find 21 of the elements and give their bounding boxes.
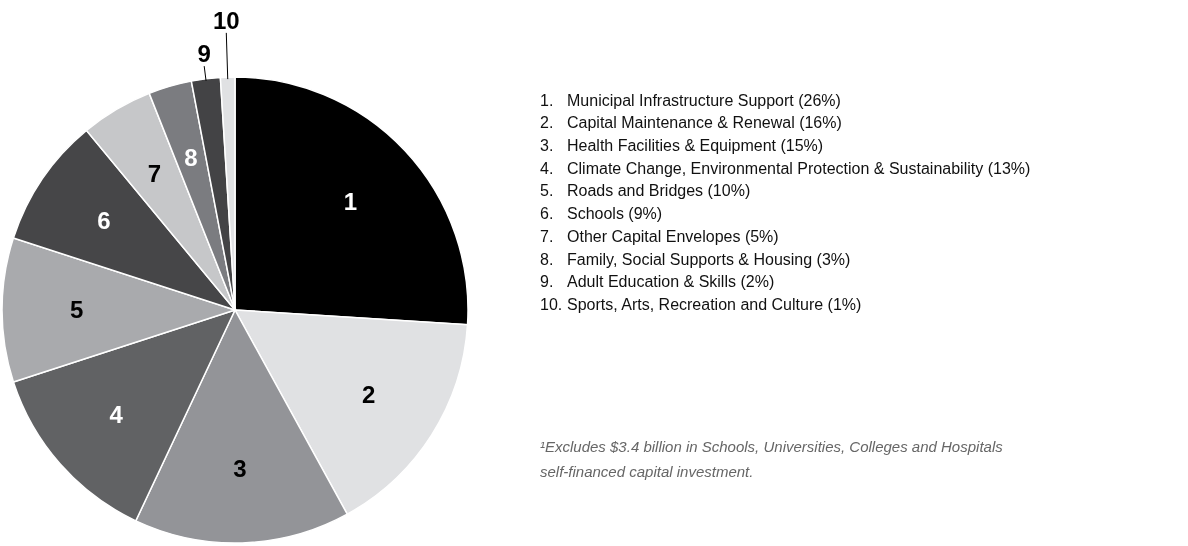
slice-label: 2: [362, 381, 376, 409]
text: 1. Municipal Infrastructure Support (26%): [540, 91, 841, 109]
text: 6. Schools (9%): [540, 205, 663, 223]
text: 3. Health Facilities & Equipment (15%): [540, 137, 824, 154]
slice-label: 4: [109, 401, 124, 429]
slice-label: 10: [212, 6, 240, 34]
slice-label: 7: [147, 160, 162, 188]
text: 4. Climate Change, Environmental Protection & Sustainability (13%): [540, 159, 1031, 177]
slice-label: 8: [184, 144, 198, 172]
text: 7. Other Capital Envelopes (5%): [540, 227, 779, 245]
slice-label: 1: [343, 187, 358, 215]
text: 5. Roads and Bridges (10%): [540, 182, 751, 200]
slice-label: 6: [97, 207, 111, 235]
slice-label: 9: [197, 40, 211, 68]
slice-label: 3: [233, 454, 247, 482]
slice-label: 5: [69, 296, 84, 324]
text: ¹Excludes $3.4 billion in Schools, Universities, Colleges and Hospitals self-financed capital investment.: [540, 438, 1004, 480]
text: 9. Adult Education & Skills (2%): [540, 273, 775, 291]
text: 2. Capital Maintenance & Renewal (16%): [540, 114, 842, 132]
text: 10. Sports, Arts, Recreation and Culture (1%): [540, 295, 862, 313]
text: 8. Family, Social Supports & Housing (3%): [540, 250, 851, 268]
